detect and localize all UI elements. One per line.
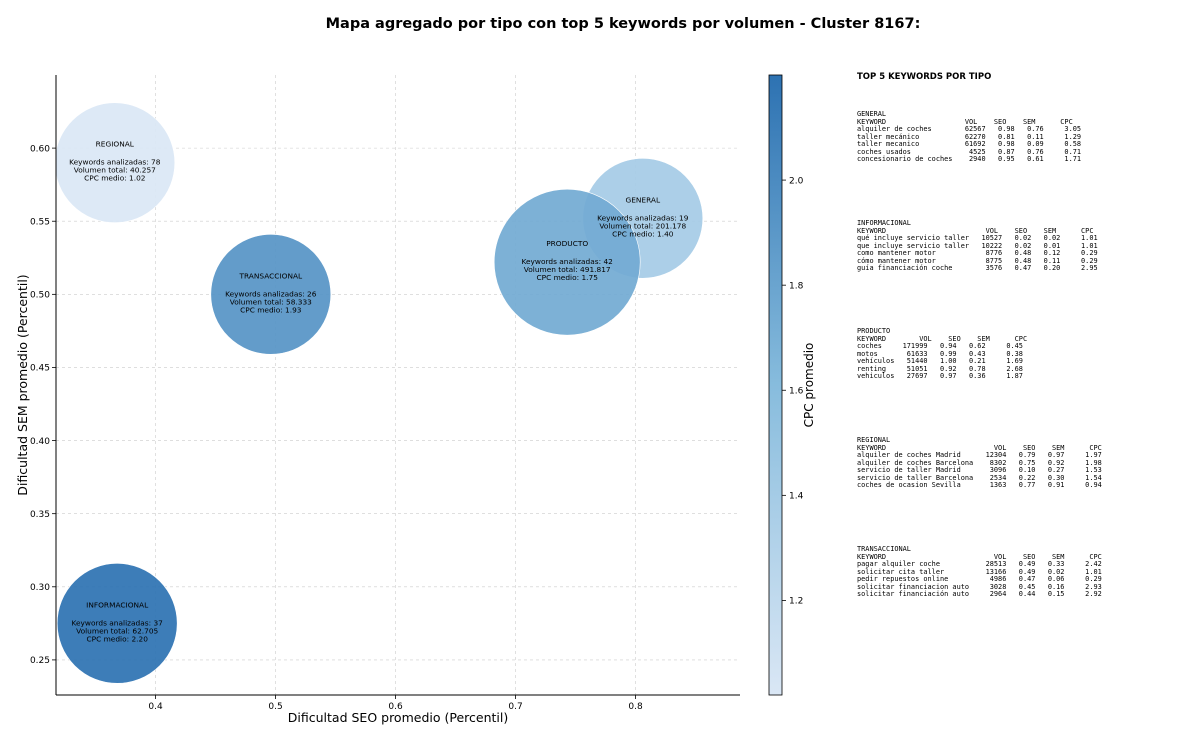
- bubble-informacional: [56, 563, 178, 684]
- bubble-label-cpc_label: CPC medio: 2.20: [86, 634, 148, 643]
- bubble-label-tipo: GENERAL: [625, 195, 660, 204]
- keyword-table-general: GENERAL KEYWORD VOL SEO SEM CPC alquiler…: [857, 110, 1082, 164]
- bubble-label-cpc_label: CPC medio: 1.75: [536, 273, 598, 282]
- bubble-label-tipo: TRANSACCIONAL: [238, 271, 303, 280]
- panel-title: TOP 5 KEYWORDS POR TIPO: [857, 72, 992, 82]
- x-axis-label: Dificultad SEO promedio (Percentil): [288, 710, 508, 725]
- bubble-label-tipo: INFORMACIONAL: [86, 600, 149, 609]
- y-tick-label: 0.55: [30, 217, 50, 227]
- keyword-table-producto: PRODUCTO KEYWORD VOL SEO SEM CPC coches …: [857, 327, 1028, 381]
- bubble-label-keywords_label: Keywords analizadas: 37: [72, 618, 164, 627]
- bubble-label-keywords_label: Keywords analizadas: 78: [69, 158, 161, 167]
- y-tick-label: 0.25: [30, 656, 50, 666]
- y-tick-label: 0.45: [30, 364, 50, 374]
- y-tick-label: 0.30: [30, 583, 50, 593]
- top5-keywords-panel: TOP 5 KEYWORDS POR TIPO GENERAL KEYWORD …: [857, 72, 1187, 598]
- bubble-label-cpc_label: CPC medio: 1.93: [240, 305, 302, 314]
- bubble-label-volumen_label: Volumen total: 58.333: [230, 297, 312, 306]
- bubble-label-tipo: PRODUCTO: [546, 239, 588, 248]
- bubble-label-keywords_label: Keywords analizadas: 26: [225, 289, 317, 298]
- y-tick-label: 0.40: [30, 437, 50, 447]
- x-tick-label: 0.4: [148, 702, 163, 712]
- bubble-label-volumen_label: Volumen total: 201.178: [599, 221, 686, 230]
- bubble-label-keywords_label: Keywords analizadas: 19: [597, 213, 689, 222]
- x-ticks: 0.4 0.5 0.6 0.7 0.8: [148, 695, 643, 712]
- x-tick-label: 0.6: [388, 702, 403, 712]
- colorbar-tick-label: 2.0: [789, 176, 804, 186]
- bubbles: [56, 102, 704, 684]
- colorbar-tick-label: 1.8: [789, 281, 804, 291]
- keyword-table-transaccional: TRANSACCIONAL KEYWORD VOL SEO SEM CPC pa…: [857, 545, 1102, 599]
- bubble-label-volumen_label: Volumen total: 62.705: [76, 626, 158, 635]
- colorbar-ticks: 1.2 1.4 1.6 1.8 2.0: [782, 176, 804, 607]
- keyword-table-regional: REGIONAL KEYWORD VOL SEO SEM CPC alquile…: [857, 436, 1102, 490]
- y-ticks: 0.25 0.30 0.35 0.40 0.45 0.50 0.55 0.60: [30, 144, 56, 666]
- x-tick-label: 0.7: [508, 702, 522, 712]
- bubble-label-volumen_label: Volumen total: 40.257: [74, 166, 156, 175]
- keyword-table-informacional: INFORMACIONAL KEYWORD VOL SEO SEM CPC qu…: [857, 219, 1098, 273]
- y-axis-label: Dificultad SEM promedio (Percentil): [15, 274, 30, 495]
- bubble-label-cpc_label: CPC medio: 1.40: [612, 229, 674, 238]
- y-tick-label: 0.35: [30, 510, 50, 520]
- bubble-regional: [56, 102, 176, 224]
- bubble-label-keywords_label: Keywords analizadas: 42: [522, 257, 613, 266]
- x-tick-label: 0.8: [628, 702, 643, 712]
- bubble-transaccional: [210, 234, 332, 355]
- x-tick-label: 0.5: [268, 702, 282, 712]
- chart-title: Mapa agregado por tipo con top 5 keyword…: [325, 16, 921, 32]
- bubble-producto: [493, 188, 641, 336]
- colorbar-tick-label: 1.6: [789, 386, 804, 396]
- y-tick-label: 0.50: [30, 291, 50, 301]
- bubble-label-cpc_label: CPC medio: 1.02: [84, 174, 145, 183]
- y-tick-label: 0.60: [30, 144, 50, 154]
- colorbar: [768, 74, 783, 696]
- colorbar-tick-label: 1.2: [789, 597, 803, 607]
- colorbar-tick-label: 1.4: [789, 492, 804, 502]
- bubble-label-tipo: REGIONAL: [96, 140, 135, 149]
- bubble-label-volumen_label: Volumen total: 491.817: [524, 265, 611, 274]
- colorbar-label: CPC promedio: [802, 343, 816, 428]
